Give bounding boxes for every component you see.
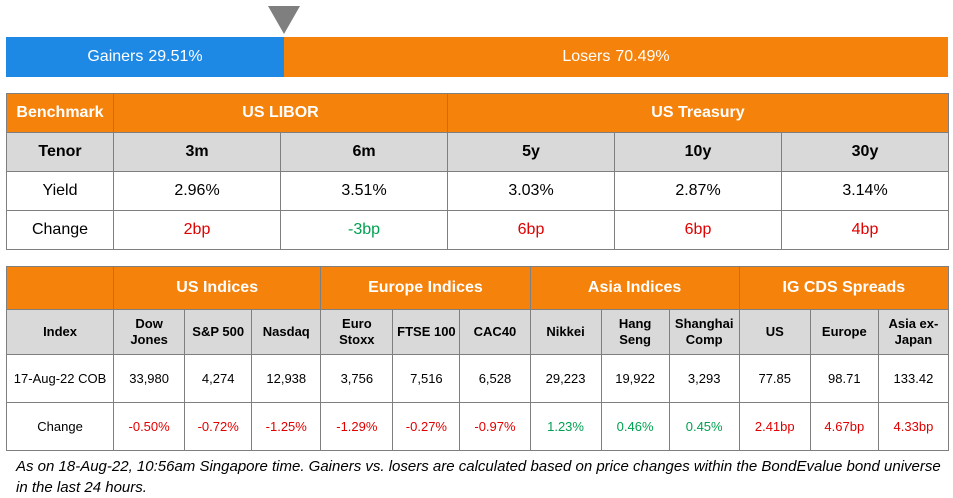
index-value-cell: 77.85: [738, 354, 811, 403]
index-label: Index: [5, 309, 115, 355]
index-column-header: Asia ex- Japan: [877, 309, 950, 355]
rates-table: Benchmark US LIBOR US Treasury Tenor 3m …: [6, 93, 949, 250]
index-column-header: Dow Jones: [113, 309, 186, 355]
gainers-value: 29.51%: [148, 48, 203, 65]
date-label: 17-Aug-22 COB: [5, 354, 115, 403]
index-change-cell: 2.41bp: [738, 402, 811, 451]
index-column-header-line: US: [765, 324, 784, 339]
asia-indices-header: Asia Indices: [529, 266, 740, 310]
libor-header: US LIBOR: [113, 93, 448, 133]
index-column-header-line: Shanghai: [674, 316, 734, 331]
benchmark-header: Benchmark: [6, 93, 114, 133]
yield-cell: 3.14%: [781, 171, 949, 211]
index-column-header-line: Japan: [894, 332, 933, 347]
index-value-cell: 6,528: [459, 354, 531, 403]
corner-header: [5, 266, 115, 310]
index-column-header: FTSE 100: [392, 309, 461, 355]
index-column-header-line: FTSE 100: [397, 324, 456, 339]
index-value-cell: 98.71: [809, 354, 879, 403]
index-value-cell: 7,516: [392, 354, 461, 403]
index-column-header: Nasdaq: [251, 309, 322, 355]
index-column-header-line: Asia ex-: [888, 316, 939, 331]
losers-value: 70.49%: [615, 48, 670, 65]
index-change-cell: 0.45%: [668, 402, 740, 451]
change-cell: 6bp: [447, 210, 615, 250]
losers-label: Losers: [562, 48, 611, 65]
tenor-label: Tenor: [6, 132, 114, 172]
europe-indices-header: Europe Indices: [320, 266, 531, 310]
index-column-header-line: Comp: [685, 332, 723, 347]
index-change-cell: 0.46%: [600, 402, 670, 451]
change-cell: 4bp: [781, 210, 949, 250]
yield-cell: 2.96%: [113, 171, 281, 211]
yield-cell: 3.03%: [447, 171, 615, 211]
index-value-cell: 3,293: [668, 354, 740, 403]
yield-cell: 2.87%: [614, 171, 782, 211]
index-change-cell: -1.25%: [251, 402, 322, 451]
index-column-header-line: Seng: [619, 332, 651, 347]
index-column-header-line: Jones: [130, 332, 168, 347]
index-value-cell: 133.42: [877, 354, 950, 403]
index-column-header-line: Europe: [821, 324, 867, 339]
index-column-header-line: S&P 500: [192, 324, 245, 339]
index-value-cell: 29,223: [529, 354, 602, 403]
change-label: Change: [5, 402, 115, 451]
index-column-header-line: Euro: [342, 316, 372, 331]
change-label: Change: [6, 210, 114, 250]
change-cell: 6bp: [614, 210, 782, 250]
index-value-cell: 4,274: [184, 354, 253, 403]
index-column-header-line: CAC40: [473, 324, 517, 339]
gainers-segment: Gainers 29.51%: [6, 37, 284, 77]
losers-segment: Losers 70.49%: [284, 37, 948, 77]
index-column-header-line: Hang: [618, 316, 652, 331]
footnote: As on 18-Aug-22, 10:56am Singapore time.…: [16, 458, 941, 496]
index-column-header: US: [738, 309, 811, 355]
index-value-cell: 19,922: [600, 354, 670, 403]
tenor-cell: 5y: [447, 132, 615, 172]
change-cell: -3bp: [280, 210, 448, 250]
index-change-cell: -0.72%: [184, 402, 253, 451]
tenor-cell: 6m: [280, 132, 448, 172]
index-column-header-line: Nasdaq: [262, 324, 310, 339]
tenor-cell: 10y: [614, 132, 782, 172]
index-change-cell: -0.50%: [113, 402, 186, 451]
index-change-cell: -1.29%: [320, 402, 394, 451]
index-column-header-line: Dow: [135, 316, 163, 331]
treasury-header: US Treasury: [447, 93, 949, 133]
index-value-cell: 3,756: [320, 354, 394, 403]
gainers-losers-bar: Gainers 29.51% Losers 70.49%: [6, 37, 948, 77]
index-column-header: Hang Seng: [600, 309, 670, 355]
tenor-cell: 30y: [781, 132, 949, 172]
gainers-label: Gainers: [87, 48, 144, 65]
yield-cell: 3.51%: [280, 171, 448, 211]
index-column-header: Nikkei: [529, 309, 602, 355]
gainers-losers-pointer-icon: [268, 6, 300, 34]
index-change-cell: -0.27%: [392, 402, 461, 451]
index-column-header-line: Nikkei: [546, 324, 585, 339]
index-column-header: Shanghai Comp: [668, 309, 740, 355]
index-column-header: Europe: [809, 309, 879, 355]
index-value-cell: 33,980: [113, 354, 186, 403]
tenor-cell: 3m: [113, 132, 281, 172]
indices-table: US Indices Europe Indices Asia Indices I…: [5, 266, 950, 451]
index-column-header-line: Stoxx: [339, 332, 375, 347]
index-change-cell: 4.33bp: [877, 402, 950, 451]
index-change-cell: 4.67bp: [809, 402, 879, 451]
index-value-cell: 12,938: [251, 354, 322, 403]
yield-label: Yield: [6, 171, 114, 211]
ig-cds-header: IG CDS Spreads: [738, 266, 950, 310]
index-change-cell: -0.97%: [459, 402, 531, 451]
index-change-cell: 1.23%: [529, 402, 602, 451]
index-column-header: S&P 500: [184, 309, 253, 355]
index-column-header: CAC40: [459, 309, 531, 355]
index-column-header: Euro Stoxx: [320, 309, 394, 355]
us-indices-header: US Indices: [113, 266, 322, 310]
change-cell: 2bp: [113, 210, 281, 250]
